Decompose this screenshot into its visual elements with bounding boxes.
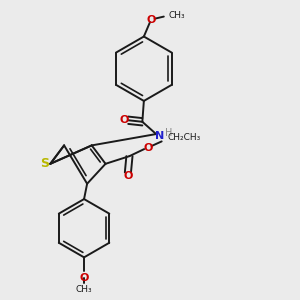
- Text: CH₂CH₃: CH₂CH₃: [168, 133, 201, 142]
- Text: N: N: [154, 130, 164, 141]
- Text: CH₃: CH₃: [76, 285, 92, 294]
- Text: S: S: [40, 157, 49, 170]
- Text: H: H: [165, 128, 172, 138]
- Text: O: O: [123, 171, 133, 181]
- Text: O: O: [147, 15, 156, 25]
- Text: O: O: [80, 273, 89, 283]
- Text: O: O: [120, 115, 129, 125]
- Text: O: O: [143, 142, 152, 152]
- Text: CH₃: CH₃: [168, 11, 185, 20]
